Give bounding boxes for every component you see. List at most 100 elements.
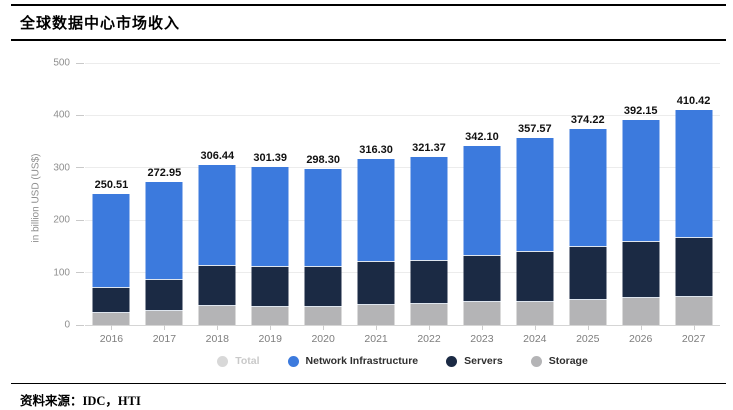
bar-value-label: 410.42 (676, 95, 711, 108)
bar-segment-storage[interactable] (675, 295, 713, 325)
legend-dot-icon (287, 355, 299, 367)
gridline (85, 62, 720, 64)
bar-segment-servers[interactable] (410, 259, 448, 303)
bar-segment-storage[interactable] (304, 305, 342, 325)
y-axis-tick (76, 272, 84, 274)
bar-segment-network-infrastructure[interactable] (251, 167, 289, 266)
y-axis-tick (76, 114, 84, 116)
bar-value-label: 250.51 (94, 178, 129, 191)
bar-segment-network-infrastructure[interactable] (675, 110, 713, 237)
bar-value-label: 374.22 (570, 113, 605, 126)
title-divider (11, 39, 726, 41)
top-divider (11, 4, 726, 6)
bar-stack: 392.15 (622, 104, 660, 325)
x-axis-tick (693, 325, 695, 330)
x-axis-tick (164, 325, 166, 330)
x-tick-label: 2017 (152, 333, 177, 345)
legend-item-servers[interactable]: Servers (446, 355, 503, 367)
bar-segment-network-infrastructure[interactable] (463, 145, 501, 255)
bar-stack: 301.39 (251, 152, 289, 325)
bar-column-2025: 374.22 2025 (561, 63, 614, 345)
bar-segment-network-infrastructure[interactable] (145, 182, 183, 279)
bar-segment-servers[interactable] (145, 278, 183, 311)
legend-item-total[interactable]: Total (217, 355, 260, 367)
bar-value-label: 316.30 (359, 144, 393, 157)
bar-segment-servers[interactable] (251, 265, 289, 306)
x-tick-label: 2024 (523, 333, 547, 345)
x-axis-tick (376, 325, 378, 330)
y-axis-tick (76, 62, 84, 64)
bar-segment-storage[interactable] (516, 300, 554, 325)
y-axis-tick (76, 167, 84, 169)
legend-label: Total (235, 355, 260, 367)
bar-segment-servers[interactable] (92, 287, 130, 313)
y-tick-label: 200 (53, 214, 70, 226)
legend-dot-icon (217, 355, 229, 367)
bar-segment-servers[interactable] (463, 254, 501, 302)
legend-item-network-infrastructure[interactable]: Network Infrastructure (287, 355, 419, 367)
bar-segment-servers[interactable] (516, 250, 554, 301)
bar-segment-storage[interactable] (622, 297, 660, 325)
bar-segment-storage[interactable] (410, 303, 448, 325)
x-tick-label: 2016 (99, 333, 124, 345)
bar-column-2026: 392.15 2026 (614, 63, 667, 345)
bar-stack: 357.57 (516, 122, 554, 325)
bar-segment-storage[interactable] (198, 305, 236, 325)
x-tick-label: 2027 (681, 333, 706, 345)
bar-segment-servers[interactable] (675, 236, 713, 296)
bar-stack: 374.22 (569, 113, 607, 325)
y-axis-tick (76, 219, 84, 221)
y-tick-label: 400 (53, 109, 70, 121)
gridline (85, 219, 720, 221)
x-axis-tick (270, 325, 272, 330)
legend-item-storage[interactable]: Storage (530, 355, 588, 367)
bar-segment-servers[interactable] (304, 265, 342, 306)
bar-value-label: 321.37 (412, 141, 446, 154)
x-axis-tick (217, 325, 219, 330)
bar-stack: 342.10 (463, 130, 501, 325)
bar-segment-storage[interactable] (92, 312, 130, 325)
x-tick-label: 2023 (470, 333, 494, 345)
bar-segment-network-infrastructure[interactable] (622, 119, 660, 242)
bar-column-2024: 357.57 2024 (508, 63, 561, 345)
bar-segment-storage[interactable] (251, 305, 289, 325)
bar-segment-servers[interactable] (622, 241, 660, 298)
legend-label: Servers (464, 355, 503, 367)
bar-column-2023: 342.10 2023 (455, 63, 508, 345)
bar-segment-network-infrastructure[interactable] (304, 168, 342, 266)
bar-segment-servers[interactable] (357, 261, 395, 304)
bar-segment-network-infrastructure[interactable] (357, 159, 395, 261)
bar-stack: 410.42 (675, 95, 713, 325)
bar-column-2018: 306.44 2018 (191, 63, 244, 345)
bar-column-2027: 410.42 2027 (667, 63, 720, 345)
bar-segment-servers[interactable] (569, 246, 607, 300)
bar-column-2019: 301.39 2019 (244, 63, 297, 345)
legend-dot-icon (446, 355, 458, 367)
bar-segment-network-infrastructure[interactable] (569, 128, 607, 247)
bar-value-label: 357.57 (518, 122, 552, 135)
bar-column-2020: 298.30 2020 (297, 63, 350, 345)
bar-segment-network-infrastructure[interactable] (198, 164, 236, 265)
y-tick-label: 300 (53, 162, 70, 174)
bar-segment-storage[interactable] (145, 310, 183, 325)
legend-label: Network Infrastructure (305, 355, 419, 367)
y-axis-labels: 0 100 200 300 400 500 (0, 58, 70, 331)
bar-column-2021: 316.30 2021 (350, 63, 403, 345)
x-axis-tick (323, 325, 325, 330)
x-tick-label: 2020 (311, 333, 335, 345)
bar-segment-storage[interactable] (569, 299, 607, 325)
x-axis-tick (587, 325, 589, 330)
x-axis-tick (111, 325, 113, 330)
bar-segment-network-infrastructure[interactable] (516, 137, 554, 251)
chart-legend: Total Network Infrastructure Servers Storag… (0, 355, 733, 367)
y-tick-label: 500 (53, 57, 70, 69)
bar-segment-storage[interactable] (463, 301, 501, 325)
bar-value-label: 392.15 (623, 104, 658, 117)
bar-segment-network-infrastructure[interactable] (410, 156, 448, 260)
bar-segment-servers[interactable] (198, 264, 236, 306)
page-title: 全球数据中心市场收入 (20, 16, 181, 32)
plot-area: 250.51 2016 272.95 2017 306.44 2018 301.39 2019… (85, 62, 720, 345)
bar-segment-storage[interactable] (357, 304, 395, 325)
bar-value-label: 342.10 (465, 130, 499, 143)
bar-segment-network-infrastructure[interactable] (92, 193, 130, 288)
